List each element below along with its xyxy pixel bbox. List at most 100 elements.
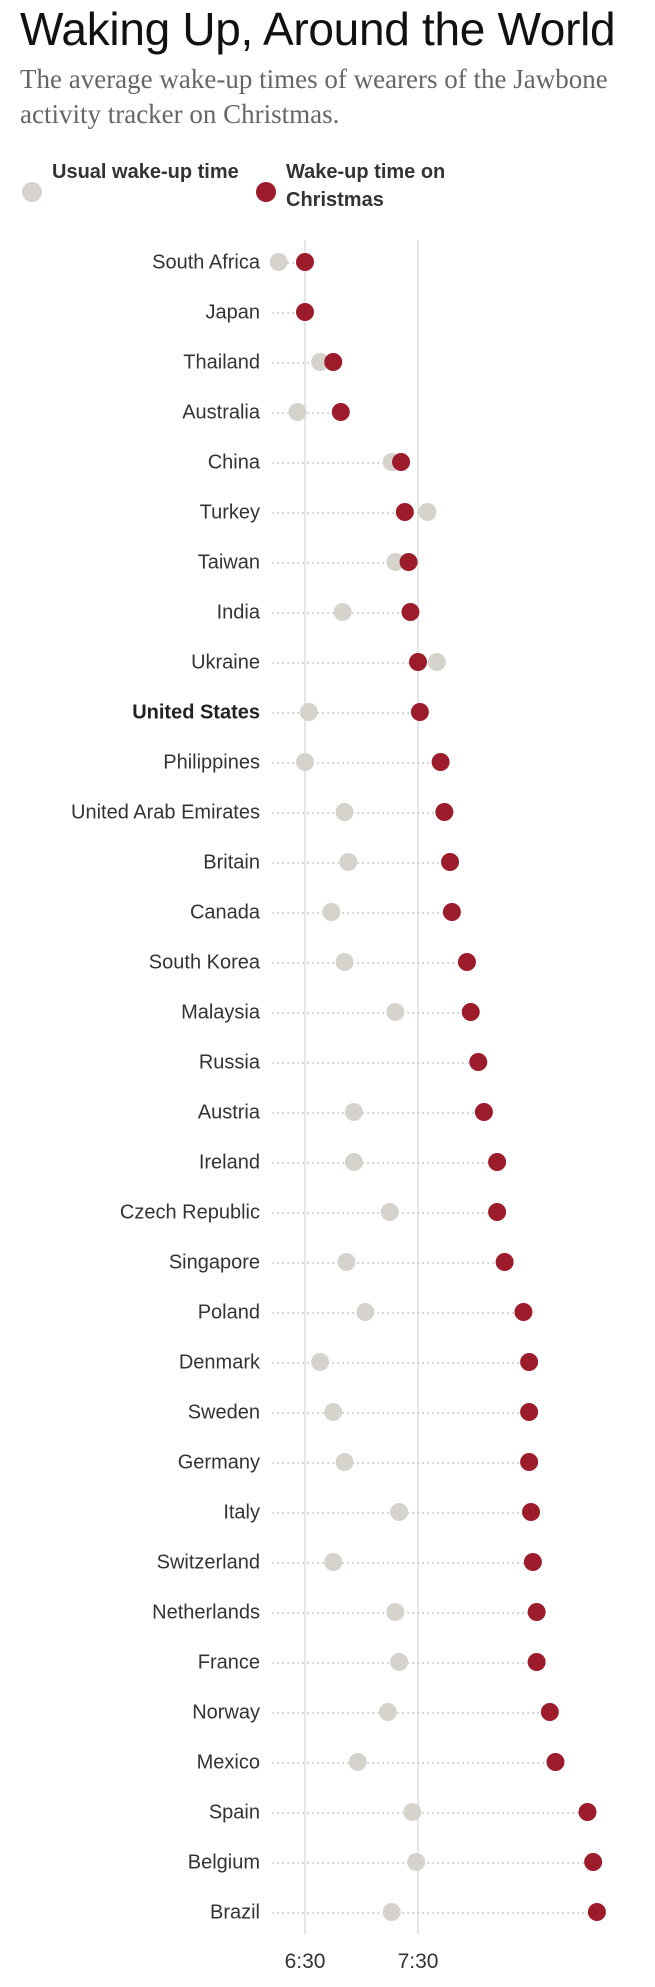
country-label: Sweden (188, 1401, 260, 1423)
christmas-dot (401, 603, 420, 621)
country-label: Turkey (200, 501, 260, 523)
christmas-dot (540, 1703, 559, 1721)
country-label: Poland (198, 1301, 260, 1323)
usual-dot (427, 653, 446, 671)
country-label: Netherlands (152, 1601, 260, 1623)
usual-dot (386, 1003, 405, 1021)
country-label: Ireland (199, 1151, 260, 1173)
country-label: Mexico (197, 1751, 260, 1773)
usual-dot (311, 353, 330, 371)
usual-dot (386, 1603, 405, 1621)
chart-subtitle: The average wake-up times of wearers of … (20, 64, 608, 129)
usual-dot (390, 1503, 409, 1521)
christmas-dot (520, 1403, 539, 1421)
usual-dot (335, 803, 354, 821)
usual-dot (378, 1703, 397, 1721)
christmas-dot (296, 253, 314, 271)
christmas-dot (435, 803, 454, 821)
country-label: Czech Republic (120, 1201, 260, 1223)
country-label: Singapore (169, 1251, 260, 1273)
usual-dot (337, 1253, 356, 1271)
christmas-dot (514, 1303, 533, 1321)
christmas-dot (431, 753, 450, 771)
usual-dot (269, 253, 288, 271)
usual-dot (348, 1753, 367, 1771)
christmas-dot (331, 403, 350, 421)
christmas-dot (457, 953, 476, 971)
christmas-dot (520, 1353, 539, 1371)
usual-dot (407, 1853, 426, 1871)
usual-dot (339, 853, 358, 871)
usual-dot (333, 603, 352, 621)
usual-dot (296, 753, 314, 771)
legend-usual-label: Usual wake-up time (52, 161, 239, 183)
christmas-dot (324, 353, 343, 371)
country-label: Spain (209, 1801, 260, 1823)
usual-dot (380, 1203, 399, 1221)
country-label: China (208, 451, 261, 473)
christmas-dot (441, 853, 460, 871)
country-label: India (217, 601, 261, 623)
usual-dot (382, 1903, 401, 1921)
christmas-dot (527, 1603, 546, 1621)
christmas-dot (395, 503, 414, 521)
christmas-dot (296, 303, 314, 321)
country-label: Norway (192, 1701, 260, 1723)
christmas-dot (584, 1853, 603, 1871)
christmas-dot (495, 1253, 514, 1271)
christmas-dot (522, 1503, 540, 1521)
christmas-dot (523, 1553, 542, 1571)
legend-usual-swatch (22, 182, 42, 202)
christmas-dot (474, 1103, 493, 1121)
christmas-dot (461, 1003, 480, 1021)
usual-dot (344, 1153, 363, 1171)
country-label: Italy (223, 1501, 260, 1523)
christmas-dot (469, 1053, 488, 1071)
country-label: France (198, 1651, 260, 1673)
country-label: Switzerland (157, 1551, 260, 1573)
country-label: United States (132, 701, 260, 723)
x-tick-label: 6:30 (285, 1950, 326, 1973)
usual-dot (324, 1553, 343, 1571)
country-label: Canada (190, 901, 261, 923)
christmas-dot (392, 453, 411, 471)
legend-christmas-label: Wake-up time on Christmas (286, 161, 446, 211)
christmas-dot (488, 1153, 507, 1171)
usual-dot (418, 503, 437, 521)
christmas-dot (527, 1653, 546, 1671)
usual-dot (386, 553, 405, 571)
christmas-dot (546, 1753, 565, 1771)
usual-dot (311, 1353, 330, 1371)
christmas-dot (488, 1203, 507, 1221)
country-label: Japan (206, 301, 261, 323)
country-label: Philippines (163, 751, 260, 773)
country-label: Thailand (183, 351, 260, 373)
country-label: Malaysia (181, 1001, 261, 1023)
country-label: Russia (199, 1051, 261, 1073)
country-label: Britain (203, 851, 260, 873)
country-label: Belgium (188, 1851, 260, 1873)
usual-dot (403, 1803, 422, 1821)
x-tick-label: 7:30 (398, 1950, 439, 1973)
usual-dot (335, 953, 354, 971)
country-label: Austria (198, 1101, 261, 1123)
country-label: South Africa (152, 251, 261, 273)
usual-dot (299, 703, 318, 721)
usual-dot (344, 1103, 363, 1121)
usual-dot (322, 903, 341, 921)
usual-dot (390, 1653, 409, 1671)
christmas-dot (409, 653, 427, 671)
country-label: United Arab Emirates (71, 801, 260, 823)
usual-dot (324, 1403, 343, 1421)
country-label: Taiwan (198, 551, 260, 573)
christmas-dot (520, 1453, 539, 1471)
chart-title: Waking Up, Around the World (20, 3, 616, 55)
christmas-dot (410, 703, 429, 721)
country-label: Germany (178, 1451, 260, 1473)
usual-dot (356, 1303, 375, 1321)
legend-christmas-swatch (256, 182, 276, 202)
country-label: Ukraine (191, 651, 260, 673)
usual-dot (288, 403, 307, 421)
christmas-dot (442, 903, 461, 921)
